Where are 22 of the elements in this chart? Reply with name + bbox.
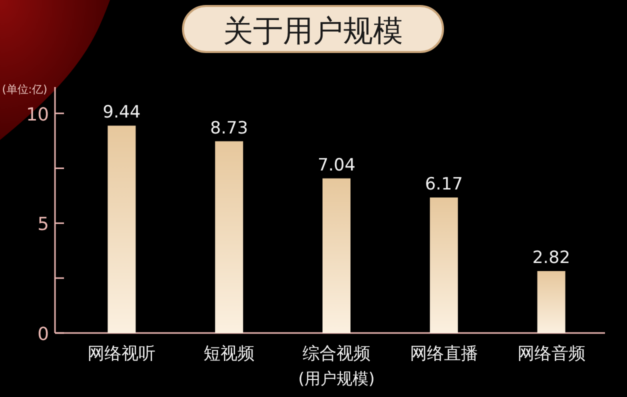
title: 关于用户规模 (182, 5, 444, 53)
x-tick-label: 网络视听 (88, 344, 156, 364)
x-axis-title: (用户规模) (298, 369, 375, 388)
y-tick-label: 5 (38, 214, 49, 236)
data-label: 6.17 (424, 174, 463, 194)
data-label: 7.04 (318, 155, 356, 176)
bar (215, 141, 244, 333)
data-label: 2.82 (532, 248, 570, 268)
chart-title: 关于用户规模 (223, 14, 403, 49)
x-tick-label: 短视频 (204, 344, 255, 364)
y-axis-title: (单位:亿) (2, 83, 48, 96)
bar (430, 197, 458, 333)
bar (537, 271, 566, 333)
y-tick-label: 10 (26, 104, 49, 126)
bar (322, 178, 350, 333)
bar (108, 126, 136, 333)
y-tick-label: 0 (38, 324, 49, 345)
data-label: 8.73 (210, 118, 248, 138)
x-tick-label: 网络直播 (410, 344, 478, 364)
x-tick-label: 网络音频 (517, 344, 586, 364)
data-label: 9.44 (102, 102, 141, 123)
x-tick-label: 综合视频 (302, 344, 370, 364)
